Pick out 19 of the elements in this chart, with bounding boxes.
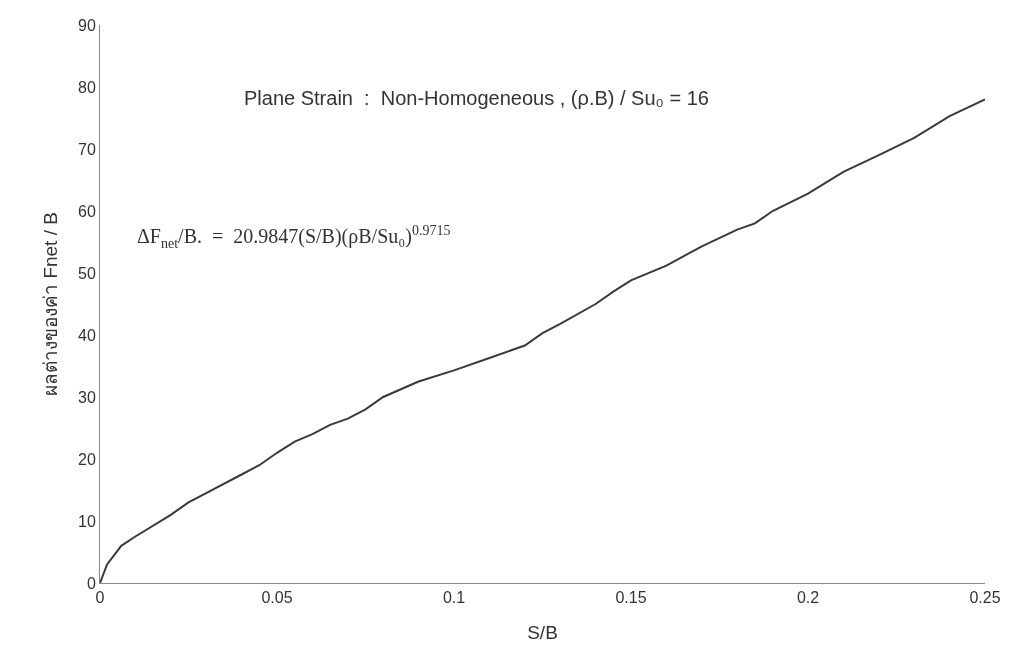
x-tick-label: 0.25 (969, 589, 1001, 607)
y-tick-label: 70 (78, 140, 96, 158)
annotation: Plane Strain : Non-Homogeneous , (ρ.B) / Su₀ = 16 (244, 87, 709, 109)
y-tick-label: 40 (78, 326, 96, 344)
annotation: ΔF$_{net}$/B. = 20.9847(S/B)(ρB/Su₀)$^{0.9715}$ (137, 223, 451, 251)
y-tick-label: 90 (78, 16, 96, 34)
y-tick-label: 50 (78, 264, 96, 282)
x-tick-label: 0.05 (261, 589, 293, 607)
x-tick-label: 0.15 (615, 589, 647, 607)
y-tick-label: 80 (78, 78, 96, 96)
y-tick-label: 30 (78, 388, 96, 406)
x-tick-label: 0.2 (796, 589, 820, 607)
y-tick-label: 10 (78, 512, 96, 530)
x-axis-title: S/B (527, 622, 558, 643)
y-axis-title: ผลต่างของค่า Fnet / B (39, 212, 61, 396)
x-tick-label: 0.1 (442, 589, 466, 607)
y-tick-label: 0 (86, 574, 96, 592)
y-tick-label: 20 (78, 450, 96, 468)
y-tick-label: 60 (78, 202, 96, 220)
